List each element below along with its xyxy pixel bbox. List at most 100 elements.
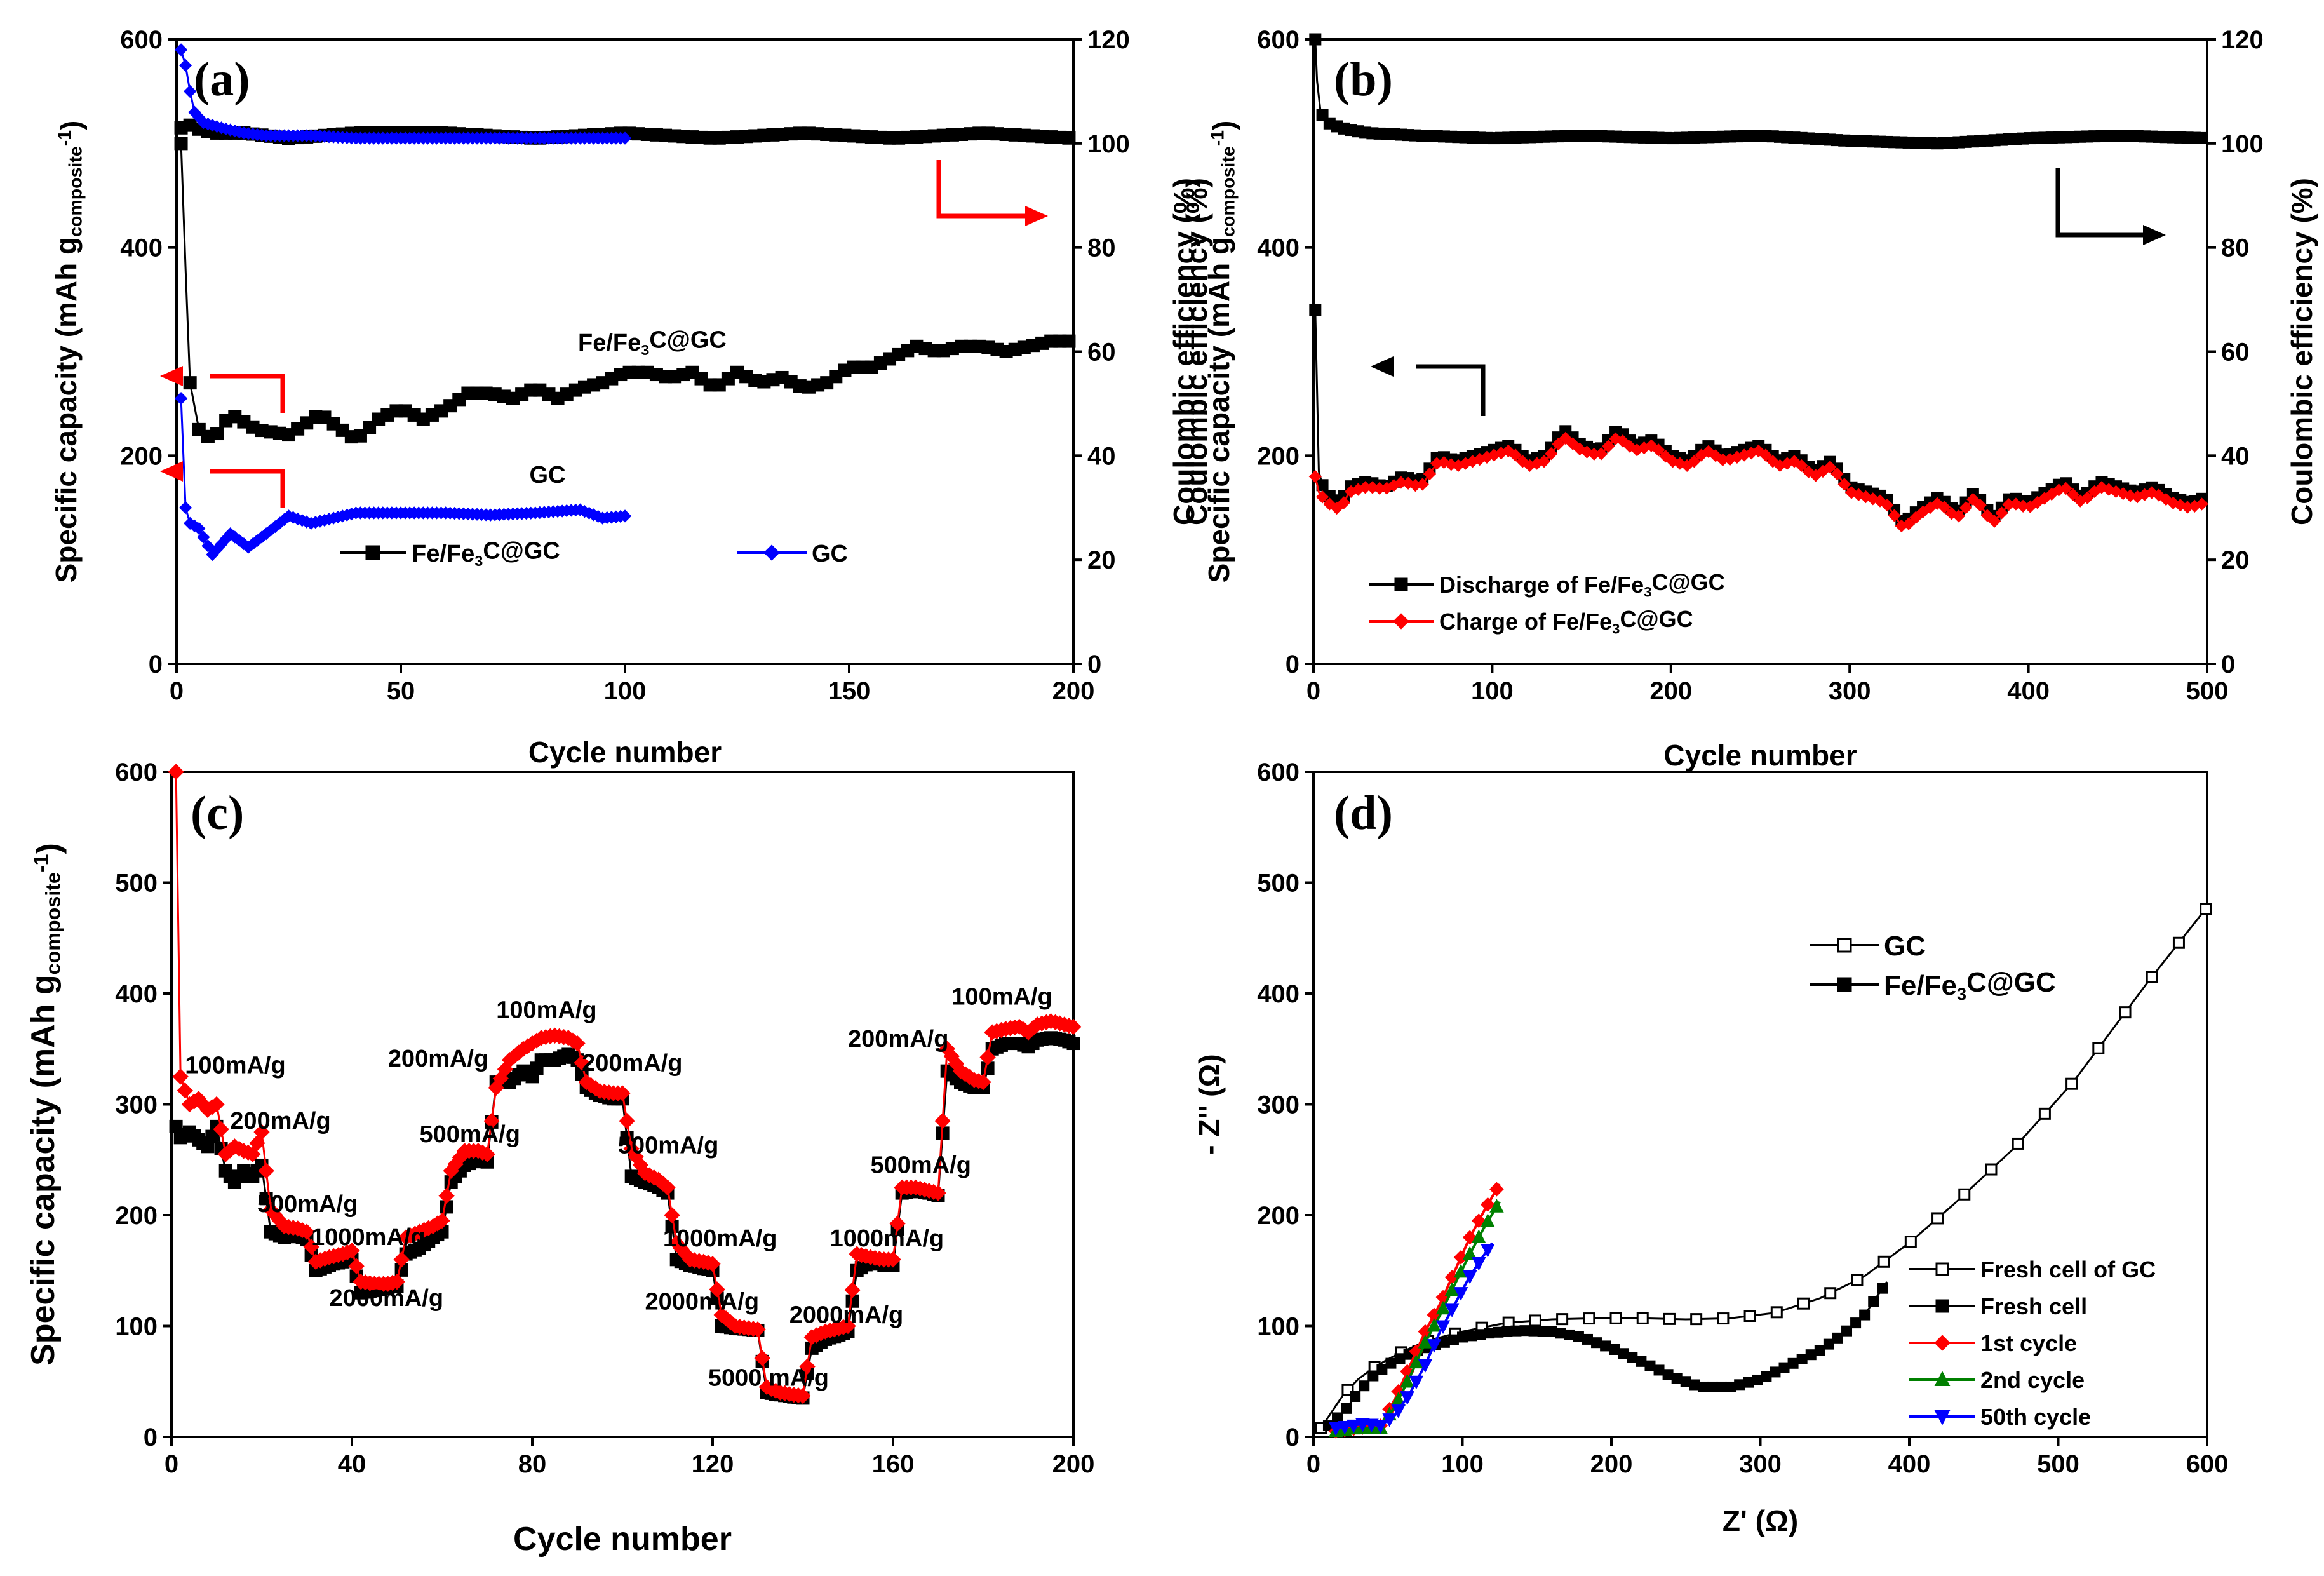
d-fresh-gc-point: [1985, 1163, 1998, 1176]
d-fresh-cell-point: [1841, 1325, 1853, 1337]
a-x-tick-label: 150: [828, 677, 871, 705]
b-charge-point: [2109, 485, 2123, 499]
d-50th-cycle-point: [1391, 1404, 1406, 1418]
c-discharge-point: [177, 1082, 193, 1099]
a-x-axis-title: Cycle number: [528, 736, 722, 769]
c-x-tick-label: 120: [692, 1450, 734, 1478]
d-legend-marker: [1934, 1371, 1951, 1386]
a-arrow-fe-head: [160, 366, 183, 386]
d-y-tick-label: 600: [1257, 758, 1300, 786]
d-fresh-cell-markers: [1322, 1283, 1888, 1432]
c-discharge-point: [889, 1215, 906, 1232]
b-efficiency-markers: [1309, 33, 2208, 150]
b-charge-point: [1952, 509, 1966, 523]
b-charge-point: [1537, 455, 1551, 468]
b-charge-point: [1881, 498, 1894, 512]
a-annotation-gc: GC: [530, 462, 566, 488]
b-charge-point: [1330, 501, 1343, 515]
b-arrow-capacity-shaft: [1416, 364, 1486, 416]
d-legend-label: Fresh cell: [1980, 1293, 2087, 1319]
b-charge-point: [1959, 501, 1973, 515]
d-x-tick-label: 300: [1739, 1450, 1782, 1478]
a-y2-tick-label: 40: [1087, 442, 1116, 470]
c-discharge-point: [208, 1096, 225, 1113]
b-charge-point: [1945, 507, 1958, 520]
d-fresh-cell-point: [1394, 1353, 1406, 1364]
d-fresh-cell-point: [1457, 1331, 1468, 1343]
a-series: [174, 43, 1076, 562]
d-1st-cycle-point: [1480, 1197, 1495, 1212]
b-y2-tick-label: 120: [2221, 26, 2264, 54]
c-discharge-point: [438, 1187, 455, 1204]
d-fresh-cell-point: [1546, 1326, 1557, 1337]
a-panel-label: (a): [194, 53, 250, 106]
a-fe-capacity-point: [1062, 334, 1076, 348]
b-charge-point: [1980, 509, 1994, 522]
d-fresh-gc-point: [1797, 1297, 1810, 1310]
b-panel-label: (b): [1334, 53, 1393, 106]
a-arrow-fe-shaft: [210, 374, 285, 413]
c-rate-annotation: 500mA/g: [618, 1132, 718, 1159]
b-x-tick-label: 100: [1471, 677, 1514, 705]
c-discharge-line: [175, 771, 1074, 1397]
b-charge-point: [1930, 497, 1944, 510]
b-charge-point: [1688, 455, 1701, 468]
c-rate-annotation: 500mA/g: [420, 1121, 520, 1148]
c-discharge-point: [434, 1213, 450, 1229]
d-x-tick-label: 400: [1888, 1450, 1931, 1478]
d-2nd-cycle-point: [1472, 1229, 1486, 1243]
d-legend-marker: [1934, 1410, 1951, 1425]
d-fresh-cell-point: [1618, 1348, 1629, 1359]
c-rate-annotation: 1000mA/g: [830, 1225, 944, 1252]
b-legend-marker: [1394, 577, 1408, 591]
c-y-axis-title: Specific capacity (mAh gcomposite-1): [25, 843, 67, 1366]
d-50th-cycle-point: [1347, 1419, 1361, 1434]
a-y2-axis-title: Coulombic efficiency (%): [1180, 178, 1213, 525]
d-fresh-gc-point: [1931, 1212, 1944, 1225]
d-fresh-cell-point: [1359, 1380, 1370, 1392]
c-discharge-point: [213, 1121, 229, 1138]
d-fresh-gc-point: [1743, 1310, 1756, 1323]
b-charge-point: [1566, 437, 1580, 450]
b-x-axis-title: Cycle number: [1663, 739, 1857, 772]
a-legend-marker: [763, 544, 780, 561]
d-fresh-cell-point: [1725, 1381, 1736, 1392]
d-x-tick-label: 500: [2037, 1450, 2079, 1478]
c-discharge-point: [619, 1113, 635, 1129]
c-discharge-point: [840, 1317, 856, 1335]
c-x-tick-label: 160: [872, 1450, 915, 1478]
b-charge-point: [2066, 488, 2080, 501]
c-x-axis-title: Cycle number: [513, 1521, 732, 1558]
c-discharge-point: [245, 1146, 261, 1162]
b-x-tick-label: 300: [1829, 677, 1871, 705]
c-discharge-point: [168, 764, 184, 780]
b-charge-point: [1859, 490, 1872, 504]
b-charge-point: [1501, 444, 1515, 458]
a-arrow-efficiency-shaft: [936, 160, 1029, 219]
b-y-tick-label: 200: [1257, 442, 1300, 470]
a-gc-efficiency-point: [184, 84, 197, 98]
d-fresh-cell-point: [1805, 1349, 1817, 1361]
b-charge-point: [1609, 432, 1622, 445]
d-legend-label: 50th cycle: [1980, 1404, 2091, 1430]
c-discharge-point: [795, 1387, 811, 1404]
c-discharge-markers: [168, 764, 1082, 1404]
b-charge-point: [1323, 497, 1336, 511]
d-fresh-gc-point: [1556, 1313, 1569, 1326]
panel-d: 0 100 200 300 400 500 600 0 100 200 300 400 500 600 (d…: [1193, 758, 2228, 1537]
c-rate-annotation: 100mA/g: [496, 997, 596, 1023]
b-charge-point: [1644, 439, 1658, 452]
d-fresh-cell-point: [1716, 1381, 1728, 1392]
b-y-tick-label: 0: [1286, 650, 1300, 678]
d-2nd-cycle-point: [1462, 1246, 1477, 1260]
d-legend-label: 2nd cycle: [1980, 1367, 2085, 1393]
d-fresh-cell-point: [1510, 1325, 1522, 1337]
d-fresh-cell-point: [1367, 1370, 1379, 1382]
c-discharge-point: [749, 1321, 766, 1338]
c-discharge-point: [389, 1274, 405, 1290]
d-fresh-gc-point: [1583, 1312, 1595, 1325]
b-charge-point: [1659, 449, 1672, 463]
d-fresh-gc-point: [1529, 1314, 1541, 1327]
d-2nd-cycle-point: [1427, 1317, 1442, 1332]
